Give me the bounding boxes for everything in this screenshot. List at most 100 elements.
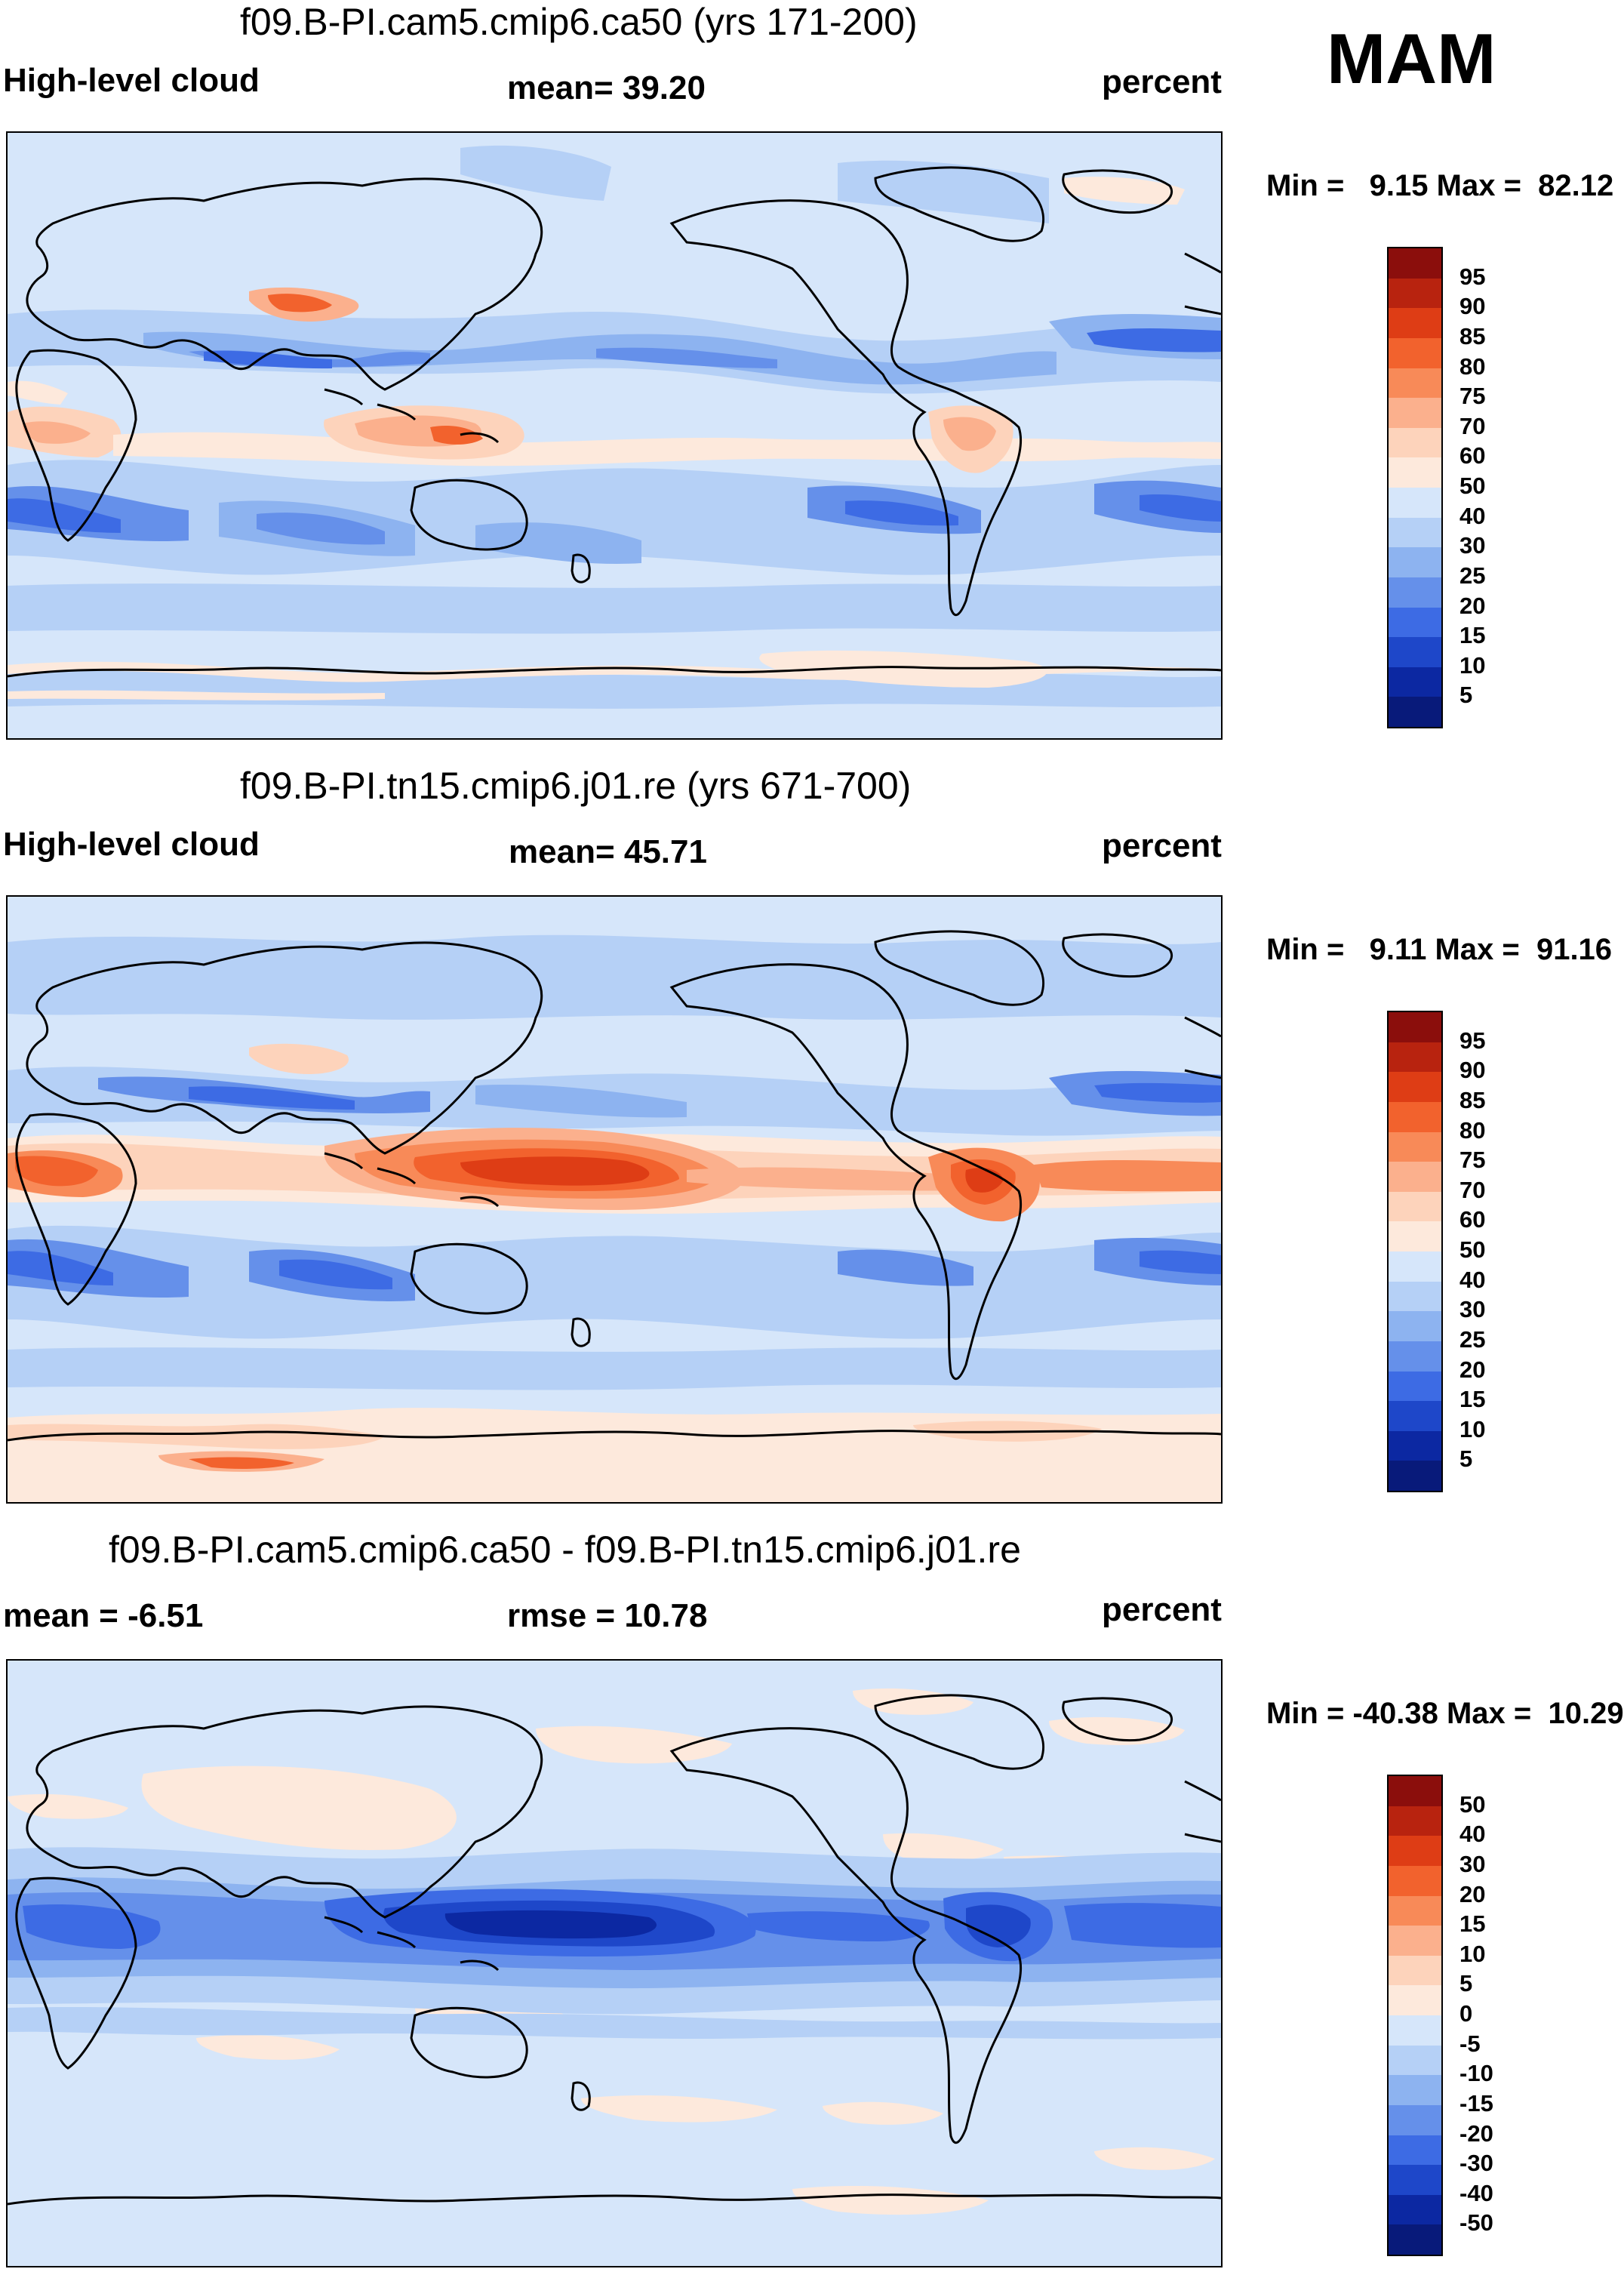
- panel1-minmax: Min = 9.15 Max = 82.12: [1266, 169, 1614, 202]
- colorbar-swatch: [1389, 1072, 1441, 1102]
- colorbar-tick-label: 40: [1459, 502, 1486, 529]
- panel2-mean-label: mean= 45.71: [509, 833, 707, 870]
- colorbar-tick-label: 5: [1459, 1445, 1473, 1473]
- colorbar-tick-label: -30: [1459, 2150, 1493, 2177]
- panel3-mean-label: mean = -6.51: [3, 1597, 204, 1634]
- panel2-title: f09.B-PI.tn15.cmip6.j01.re (yrs 671-700): [240, 765, 912, 807]
- colorbar-tick-label: 15: [1459, 1910, 1486, 1938]
- panel3-coastlines: [8, 1694, 1221, 2206]
- colorbar-tick-label: -15: [1459, 2089, 1493, 2117]
- colorbar-tick-label: 75: [1459, 383, 1486, 410]
- colorbar-swatch: [1389, 517, 1441, 548]
- season-label: MAM: [1327, 19, 1496, 98]
- colorbar-tick-label: 15: [1459, 1386, 1486, 1413]
- panel2-contour-field: [8, 897, 1221, 1502]
- colorbar-swatch: [1389, 2075, 1441, 2105]
- panel1-variable-label: High-level cloud: [3, 62, 260, 99]
- colorbar-swatch: [1389, 1836, 1441, 1866]
- panel2-minmax: Min = 9.11 Max = 91.16: [1266, 933, 1613, 966]
- colorbar-tick-label: 20: [1459, 1880, 1486, 1907]
- colorbar-swatch: [1389, 1985, 1441, 2015]
- colorbar-tick-label: 60: [1459, 1206, 1486, 1233]
- colorbar-swatch: [1389, 1221, 1441, 1251]
- colorbar-swatch: [1389, 1806, 1441, 1836]
- colorbar-swatch: [1389, 1191, 1441, 1222]
- colorbar-tick-label: 50: [1459, 1236, 1486, 1263]
- colorbar-tick-label: 20: [1459, 592, 1486, 619]
- colorbar-swatch: [1389, 427, 1441, 458]
- colorbar-swatch: [1389, 637, 1441, 667]
- colorbar-tick-label: 5: [1459, 1970, 1473, 1997]
- colorbar-swatch: [1389, 2224, 1441, 2255]
- colorbar-tick-label: -50: [1459, 2209, 1493, 2237]
- colorbar-swatch: [1389, 1281, 1441, 1312]
- colorbar-tick-label: 80: [1459, 1116, 1486, 1144]
- colorbar-swatch: [1389, 607, 1441, 638]
- panel1-mean-label: mean= 39.20: [507, 69, 706, 106]
- colorbar-tick-label: -20: [1459, 2120, 1493, 2147]
- colorbar-tick-label: 30: [1459, 1850, 1486, 1877]
- colorbar-swatch: [1389, 488, 1441, 518]
- panel1-units-label: percent: [1102, 63, 1222, 100]
- colorbar-swatch: [1389, 1865, 1441, 1896]
- colorbar-swatch: [1389, 1895, 1441, 1926]
- colorbar-tick-label: 70: [1459, 1176, 1486, 1203]
- panel3-contour-field: [8, 1661, 1221, 2266]
- panel2-map: [6, 895, 1223, 1504]
- panel3-map: [6, 1659, 1223, 2267]
- colorbar-tick-label: 15: [1459, 622, 1486, 649]
- colorbar-swatch: [1389, 1955, 1441, 1986]
- colorbar-swatch: [1389, 547, 1441, 577]
- colorbar-tick-label: 50: [1459, 473, 1486, 499]
- colorbar-swatch: [1389, 1012, 1441, 1042]
- colorbar-tick-label: 85: [1459, 1086, 1486, 1113]
- colorbar-tick-label: 95: [1459, 263, 1486, 290]
- colorbar-swatch: [1389, 1131, 1441, 1162]
- panel1-title: f09.B-PI.cam5.cmip6.ca50 (yrs 171-200): [240, 1, 918, 43]
- colorbar-tick-label: 90: [1459, 293, 1486, 320]
- colorbar-swatch: [1389, 1776, 1441, 1806]
- colorbar-tick-label: 70: [1459, 412, 1486, 439]
- panel1-map: [6, 131, 1223, 740]
- colorbar-swatch: [1389, 278, 1441, 309]
- colorbar-tick-label: 10: [1459, 651, 1486, 679]
- colorbar-tick-label: 30: [1459, 1296, 1486, 1323]
- panel1-coastlines: [8, 166, 1221, 678]
- colorbar-tick-label: 60: [1459, 442, 1486, 469]
- colorbar-tick-label: 40: [1459, 1266, 1486, 1293]
- panel2-colorbar: [1387, 1011, 1443, 1492]
- colorbar-swatch: [1389, 667, 1441, 697]
- colorbar-tick-label: 10: [1459, 1415, 1486, 1442]
- panel2-coastlines: [8, 930, 1221, 1442]
- colorbar-tick-label: 25: [1459, 1325, 1486, 1353]
- panel3-units-label: percent: [1102, 1591, 1222, 1628]
- colorbar-swatch: [1389, 1401, 1441, 1431]
- colorbar-tick-label: -5: [1459, 2030, 1481, 2057]
- colorbar-swatch: [1389, 398, 1441, 428]
- colorbar-tick-label: 85: [1459, 322, 1486, 349]
- panel3-colorbar: [1387, 1775, 1443, 2256]
- colorbar-swatch: [1389, 1101, 1441, 1132]
- colorbar-swatch: [1389, 1371, 1441, 1402]
- colorbar-swatch: [1389, 457, 1441, 488]
- colorbar-tick-label: 90: [1459, 1057, 1486, 1084]
- colorbar-swatch: [1389, 1430, 1441, 1461]
- panel3-title: f09.B-PI.cam5.cmip6.ca50 - f09.B-PI.tn15…: [109, 1529, 1021, 1571]
- colorbar-tick-label: 40: [1459, 1821, 1486, 1848]
- colorbar-swatch: [1389, 337, 1441, 368]
- colorbar-tick-label: 10: [1459, 1940, 1486, 1967]
- colorbar-tick-label: 0: [1459, 2000, 1473, 2027]
- colorbar-tick-label: 95: [1459, 1027, 1486, 1054]
- panel1-contour-field: [8, 133, 1221, 738]
- colorbar-tick-label: 50: [1459, 1790, 1486, 1818]
- panel3-minmax: Min = -40.38 Max = 10.29: [1266, 1697, 1624, 1730]
- colorbar-tick-label: 75: [1459, 1147, 1486, 1174]
- colorbar-swatch: [1389, 248, 1441, 279]
- colorbar-swatch: [1389, 1251, 1441, 1282]
- colorbar-tick-label: -10: [1459, 2060, 1493, 2087]
- colorbar-swatch: [1389, 1926, 1441, 1956]
- panel3-rmse-label: rmse = 10.78: [507, 1597, 708, 1634]
- colorbar-swatch: [1389, 308, 1441, 338]
- colorbar-swatch: [1389, 697, 1441, 727]
- colorbar-swatch: [1389, 1341, 1441, 1372]
